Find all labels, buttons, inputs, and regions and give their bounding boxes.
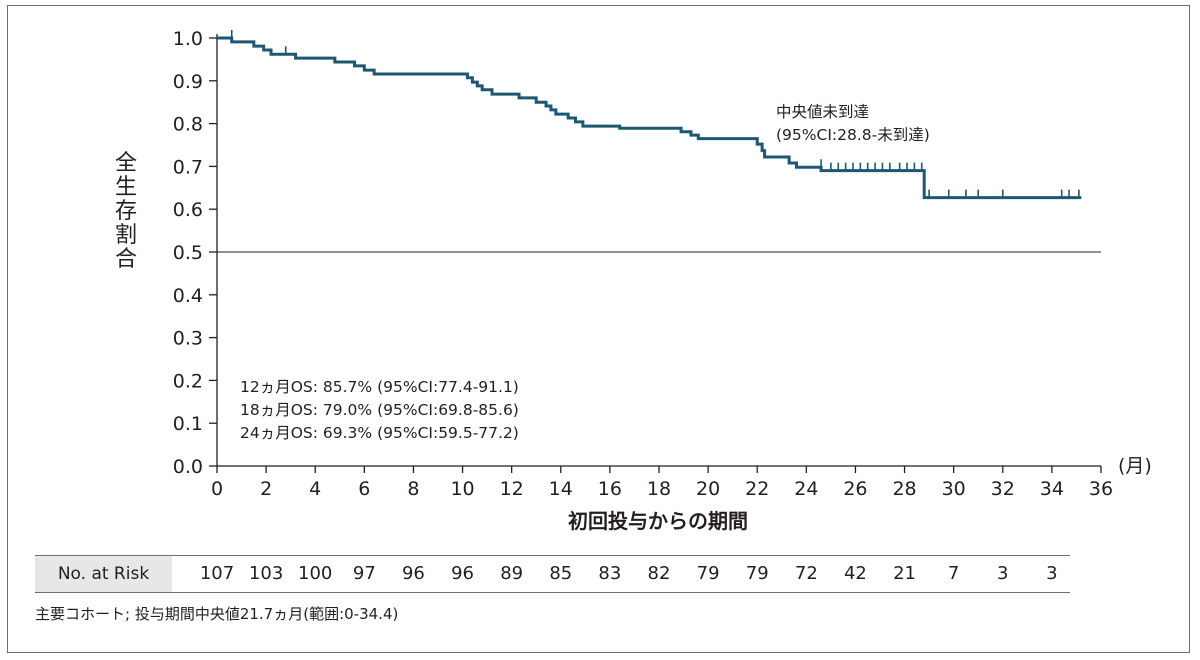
x-tick-label: 34 xyxy=(1040,478,1064,500)
x-tick-label: 24 xyxy=(794,478,818,500)
x-tick-label: 2 xyxy=(260,478,272,500)
risk-table-value: 100 xyxy=(298,563,333,584)
y-tick-label: 0.5 xyxy=(173,242,203,264)
x-tick-label: 28 xyxy=(892,478,916,500)
risk-table-value: 96 xyxy=(401,563,425,584)
x-tick-label: 32 xyxy=(991,478,1015,500)
risk-table-value: 21 xyxy=(893,563,916,584)
y-tick-label: 1.0 xyxy=(173,28,203,50)
x-tick-label: 36 xyxy=(1089,478,1113,500)
risk-table-value: 79 xyxy=(745,563,769,584)
risk-table-value: 97 xyxy=(352,563,376,584)
x-tick-label: 16 xyxy=(598,478,622,500)
x-axis-label: 初回投与からの期間 xyxy=(568,509,748,533)
x-tick-label: 0 xyxy=(211,478,223,500)
y-tick-label: 0.7 xyxy=(173,156,203,178)
os-annotation-18m: 18ヵ月OS: 79.0% (95%CI:69.8-85.6) xyxy=(240,401,519,419)
risk-table-value: 3 xyxy=(1046,563,1058,584)
x-tick-label: 4 xyxy=(309,478,321,500)
risk-table-value: 96 xyxy=(451,563,474,584)
risk-table-value: 72 xyxy=(794,563,818,584)
risk-table-label: No. at Risk xyxy=(35,556,172,592)
os-annotation-12m: 12ヵ月OS: 85.7% (95%CI:77.4-91.1) xyxy=(240,378,519,396)
risk-table: No. at Risk 107 103 100 97 96 96 89 85 83 82 79 79 7… xyxy=(35,555,1070,593)
x-tick-label: 8 xyxy=(407,478,419,500)
y-tick-label: 0.8 xyxy=(173,114,203,136)
y-tick-label: 0.3 xyxy=(173,328,203,350)
os-annotation-24m: 24ヵ月OS: 69.3% (95%CI:59.5-77.2) xyxy=(240,424,519,442)
survival-curve xyxy=(217,36,1082,200)
footnote: 主要コホート; 投与期間中央値21.7ヵ月(範囲:0-34.4) xyxy=(35,605,399,623)
risk-table-value: 107 xyxy=(199,563,235,584)
x-tick-label: 22 xyxy=(745,478,769,500)
risk-table-value: 83 xyxy=(598,563,622,584)
y-tick-label: 0.2 xyxy=(173,370,203,392)
median-annotation-line1: 中央値未到達 xyxy=(776,103,869,121)
x-tick-label: 14 xyxy=(549,478,573,500)
x-tick-label: 18 xyxy=(647,478,671,500)
risk-table-value: 3 xyxy=(997,563,1009,584)
x-tick-label: 10 xyxy=(450,478,474,500)
y-tick-label: 0.0 xyxy=(173,456,203,478)
y-tick-label: 0.9 xyxy=(173,71,203,93)
risk-table-value: 85 xyxy=(549,563,573,584)
risk-table-value: 103 xyxy=(248,563,284,584)
y-tick-label: 0.4 xyxy=(173,285,203,307)
risk-table-value: 42 xyxy=(843,563,867,584)
risk-table-values: 107 103 100 97 96 96 89 85 83 82 79 79 72 42 21 7 3 3 xyxy=(35,556,1070,592)
y-tick-label: 0.1 xyxy=(173,413,203,435)
x-tick-label: 6 xyxy=(358,478,370,500)
y-tick-label: 0.6 xyxy=(173,199,203,221)
x-axis-unit: (月) xyxy=(1118,455,1152,477)
median-annotation-line2: (95%CI:28.8-未到達) xyxy=(776,126,930,144)
figure-frame xyxy=(7,5,1190,653)
risk-table-value: 82 xyxy=(647,563,671,584)
risk-table-value: 89 xyxy=(500,563,524,584)
x-tick-label: 30 xyxy=(942,478,966,500)
x-tick-label: 20 xyxy=(696,478,720,500)
y-axis-label: 全生存割合 xyxy=(115,151,137,272)
risk-table-value: 7 xyxy=(947,563,960,584)
x-tick-label: 12 xyxy=(500,478,524,500)
risk-table-value: 79 xyxy=(696,563,720,584)
x-tick-label: 26 xyxy=(843,478,867,500)
